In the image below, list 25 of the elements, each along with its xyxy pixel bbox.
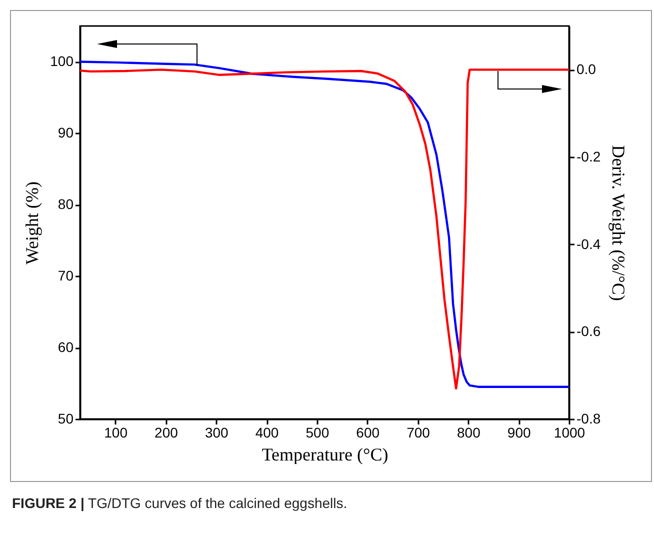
y-tick-label: 60: [58, 339, 74, 356]
x-tick-label: 100: [104, 424, 128, 440]
y2-tick-label: -0.4: [576, 236, 601, 252]
x-tick-label: 900: [507, 424, 531, 440]
x-tick-label: 800: [456, 424, 481, 440]
y-tick-label: 80: [58, 196, 74, 212]
x-tick-label: 1000: [554, 424, 586, 440]
y-axis-title: Weight (%): [22, 181, 42, 265]
y2-tick-label: -0.6: [576, 323, 601, 340]
x-tick-label: 700: [406, 424, 430, 440]
x-axis-title: Temperature (°C): [262, 444, 388, 464]
y-tick-label: 50: [58, 410, 74, 426]
caption: FIGURE 2 | TG/DTG curves of the calcined eggshells.: [12, 495, 348, 511]
y2-tick-label: 0.0: [576, 61, 596, 78]
x-tick-label: 600: [356, 424, 380, 440]
x-tick-label: 500: [306, 424, 330, 440]
y-tick-label: 90: [58, 124, 74, 141]
y-tick-label: 100: [50, 53, 74, 70]
x-tick-label: 400: [255, 424, 279, 440]
y2-tick-label: -0.8: [576, 410, 601, 426]
y-tick-label: 70: [58, 268, 74, 284]
x-tick-label: 200: [154, 424, 178, 440]
x-tick-label: 300: [204, 424, 229, 440]
y2-tick-label: -0.2: [576, 148, 601, 164]
y2-axis-title: Deriv. Weight (%/°C): [608, 145, 629, 301]
